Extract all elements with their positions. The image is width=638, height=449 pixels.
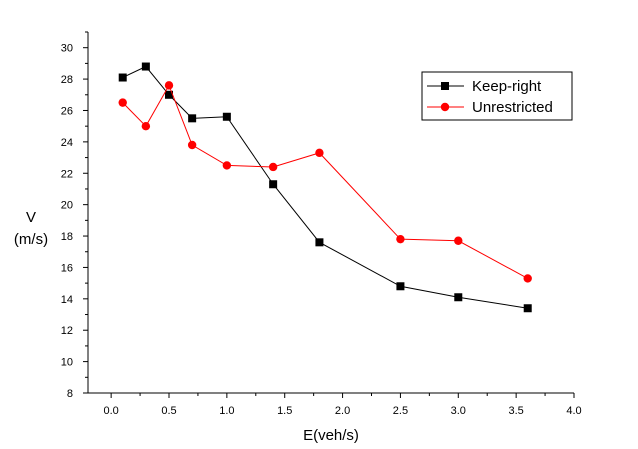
- x-tick-label: 2.0: [335, 405, 350, 417]
- y-tick-label: 26: [61, 105, 73, 117]
- y-tick-label: 16: [61, 262, 73, 274]
- axes: 0.0 0.5 1.0 1.5 2.0 2.5 3.0 3.5 4.0 8 10 12 14 16 18 2…: [61, 31, 582, 417]
- y-axis-label-line2: (m/s): [14, 231, 48, 248]
- x-tick-label: 1.0: [219, 405, 234, 417]
- data-point: [141, 121, 151, 131]
- x-tick-label: 4.0: [566, 405, 581, 417]
- data-point: [268, 162, 278, 172]
- y-axis-ticks: 8 10 12 14 16 18 20 22 24 26 28 30: [61, 31, 88, 400]
- y-tick-label: 14: [61, 294, 73, 306]
- y-tick-label: 10: [61, 357, 73, 369]
- data-point: [523, 304, 532, 313]
- legend-marker: [441, 82, 449, 90]
- legend-item: Unrestricted: [427, 99, 553, 116]
- series-line: [122, 84, 528, 279]
- x-axis-label: E(veh/s): [303, 427, 359, 444]
- data-point: [315, 238, 324, 247]
- x-tick-label: 0.0: [103, 405, 118, 417]
- data-point: [396, 282, 405, 291]
- data-point: [118, 98, 127, 107]
- data-point: [454, 293, 463, 302]
- x-tick-label: 2.5: [393, 405, 408, 417]
- y-tick-label: 28: [61, 74, 73, 86]
- data-point: [187, 140, 197, 150]
- x-tick-label: 3.0: [451, 405, 466, 417]
- y-tick-label: 8: [67, 388, 73, 400]
- data-point: [269, 180, 278, 189]
- data-point: [141, 62, 150, 71]
- data-point: [315, 148, 324, 158]
- data-point: [222, 161, 232, 170]
- data-point: [222, 112, 231, 121]
- series-layer: [118, 62, 532, 313]
- data-point: [396, 234, 405, 244]
- x-axis-ticks: 0.0 0.5 1.0 1.5 2.0 2.5 3.0 3.5 4.0: [103, 393, 582, 417]
- legend: Keep-right Unrestricted: [421, 71, 573, 121]
- y-tick-label: 30: [61, 43, 73, 55]
- legend-box: [421, 71, 573, 121]
- data-point: [118, 73, 127, 82]
- y-tick-label: 12: [61, 325, 73, 337]
- series-keep-right: [118, 62, 532, 313]
- data-point: [165, 90, 173, 99]
- x-tick-label: 0.5: [161, 405, 176, 417]
- data-point: [164, 81, 174, 90]
- series-line: [122, 65, 528, 309]
- legend-label: Keep-right: [472, 78, 542, 95]
- y-tick-label: 22: [61, 168, 73, 180]
- data-point: [523, 274, 532, 283]
- y-tick-label: 18: [61, 231, 73, 243]
- legend-label: Unrestricted: [472, 99, 553, 116]
- y-axis-label-line1: V: [26, 209, 36, 226]
- data-point: [454, 236, 463, 245]
- legend-marker: [440, 102, 450, 112]
- y-tick-label: 24: [61, 137, 73, 149]
- x-tick-label: 3.5: [508, 405, 523, 417]
- series-unrestricted: [118, 81, 532, 283]
- data-point: [188, 114, 197, 123]
- x-tick-label: 1.5: [277, 405, 292, 417]
- y-tick-label: 20: [61, 200, 73, 212]
- legend-item: Keep-right: [427, 78, 542, 95]
